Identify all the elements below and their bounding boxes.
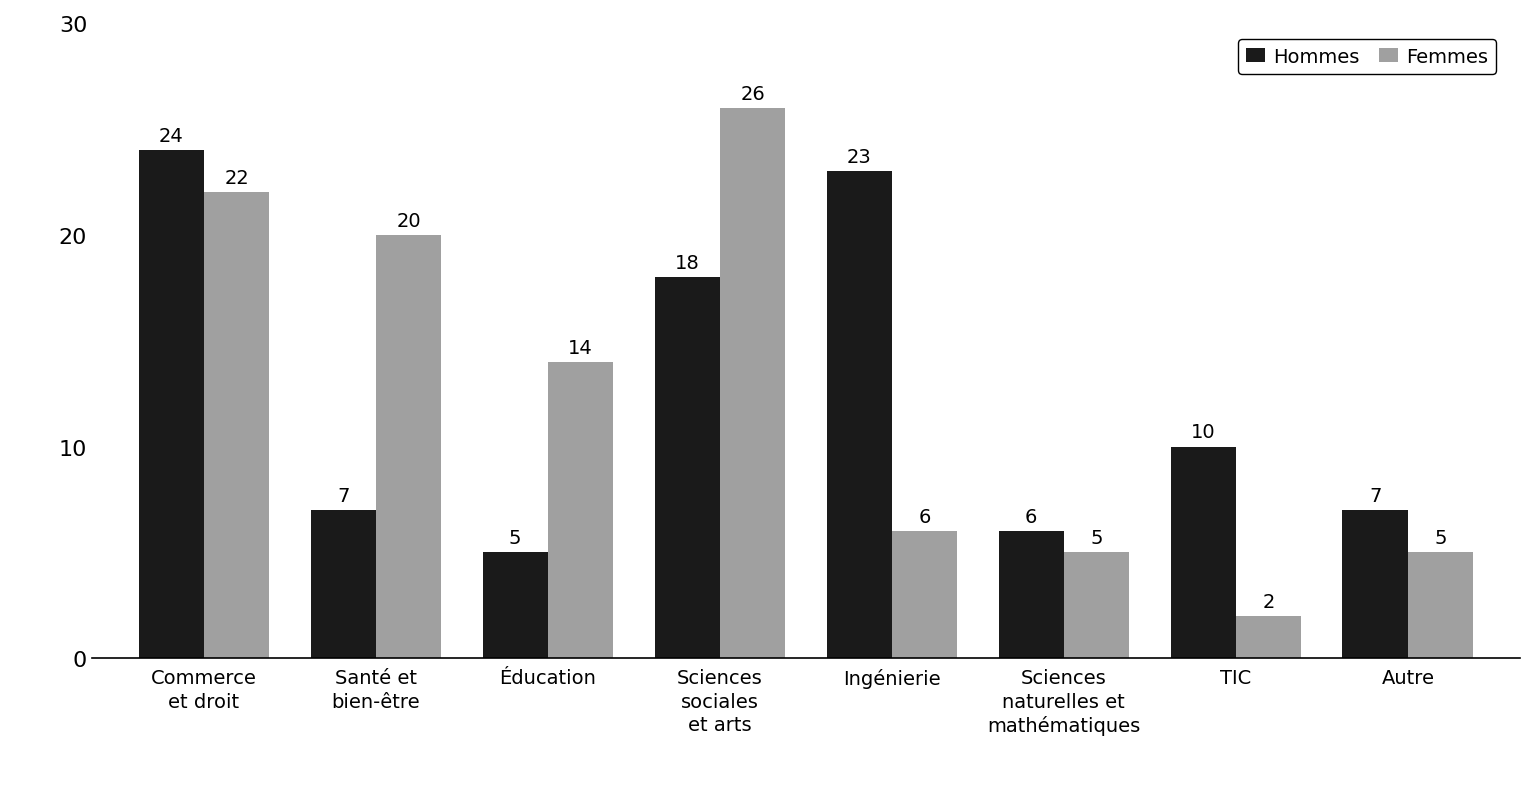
- Bar: [998, 532, 1064, 658]
- Text: 22: 22: [224, 169, 249, 188]
- Bar: [654, 278, 720, 658]
- Text: 7: 7: [338, 486, 350, 505]
- Text: 14: 14: [568, 338, 593, 357]
- Bar: [138, 151, 204, 658]
- Bar: [204, 194, 269, 658]
- Bar: [1064, 552, 1130, 658]
- Text: 23: 23: [847, 148, 872, 167]
- Text: 24: 24: [158, 127, 184, 145]
- Bar: [892, 532, 958, 658]
- Text: 18: 18: [675, 254, 700, 272]
- Bar: [720, 108, 786, 658]
- Bar: [1408, 552, 1474, 658]
- Bar: [310, 511, 376, 658]
- Text: 6: 6: [918, 507, 930, 526]
- Text: 2: 2: [1262, 592, 1274, 611]
- Text: 10: 10: [1191, 422, 1216, 442]
- Bar: [548, 362, 614, 658]
- Text: 26: 26: [740, 84, 764, 104]
- Text: 6: 6: [1025, 507, 1038, 526]
- Bar: [1171, 447, 1236, 658]
- Bar: [826, 172, 892, 658]
- Bar: [482, 552, 548, 658]
- Text: 5: 5: [1090, 528, 1102, 548]
- Text: 7: 7: [1369, 486, 1382, 505]
- Text: 5: 5: [510, 528, 522, 548]
- Legend: Hommes, Femmes: Hommes, Femmes: [1237, 40, 1495, 75]
- Bar: [376, 235, 441, 658]
- Bar: [1343, 511, 1408, 658]
- Text: 20: 20: [396, 211, 421, 230]
- Text: 5: 5: [1434, 528, 1448, 548]
- Bar: [1236, 616, 1302, 658]
